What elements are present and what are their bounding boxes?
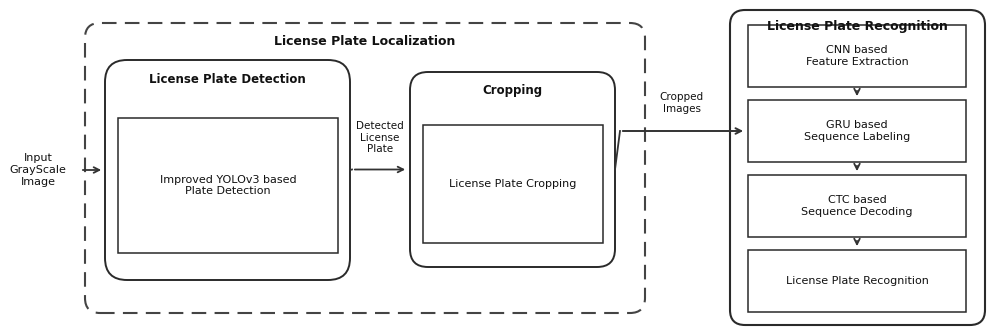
FancyBboxPatch shape [410, 72, 615, 267]
FancyBboxPatch shape [105, 60, 350, 280]
Text: Improved YOLOv3 based
Plate Detection: Improved YOLOv3 based Plate Detection [160, 175, 296, 196]
Bar [748, 175, 966, 237]
Text: Cropping: Cropping [482, 84, 543, 97]
Text: License Plate Recognition: License Plate Recognition [786, 276, 928, 286]
Text: License Plate Cropping: License Plate Cropping [449, 179, 577, 189]
Bar [748, 100, 966, 162]
Text: License Plate Localization: License Plate Localization [274, 35, 456, 48]
Bar [748, 25, 966, 87]
Text: Detected
License
Plate: Detected License Plate [356, 121, 404, 154]
Text: Input
GrayScale
Image: Input GrayScale Image [10, 153, 66, 187]
FancyBboxPatch shape [85, 23, 645, 313]
Text: CTC based
Sequence Decoding: CTC based Sequence Decoding [801, 195, 913, 217]
Bar [118, 118, 338, 253]
Text: License Plate Detection: License Plate Detection [149, 73, 306, 86]
Text: CNN based
Feature Extraction: CNN based Feature Extraction [806, 45, 908, 67]
Text: Cropped
Images: Cropped Images [659, 92, 704, 114]
Bar [423, 125, 603, 243]
Bar [748, 250, 966, 312]
Text: GRU based
Sequence Labeling: GRU based Sequence Labeling [804, 120, 910, 142]
Text: License Plate Recognition: License Plate Recognition [767, 20, 948, 33]
FancyBboxPatch shape [730, 10, 985, 325]
